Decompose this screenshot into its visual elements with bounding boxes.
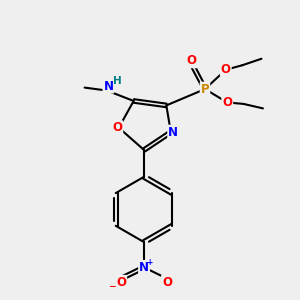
Text: P: P	[201, 82, 209, 96]
Text: O: O	[162, 276, 172, 289]
Text: +: +	[146, 258, 152, 267]
Text: N: N	[168, 126, 178, 139]
Text: N: N	[139, 261, 149, 274]
Text: O: O	[112, 121, 122, 134]
Text: O: O	[221, 63, 231, 76]
Text: −: −	[108, 282, 115, 291]
Text: O: O	[116, 276, 126, 289]
Text: N: N	[103, 80, 113, 93]
Text: H: H	[113, 76, 122, 86]
Text: O: O	[222, 96, 232, 109]
Text: O: O	[187, 54, 196, 67]
